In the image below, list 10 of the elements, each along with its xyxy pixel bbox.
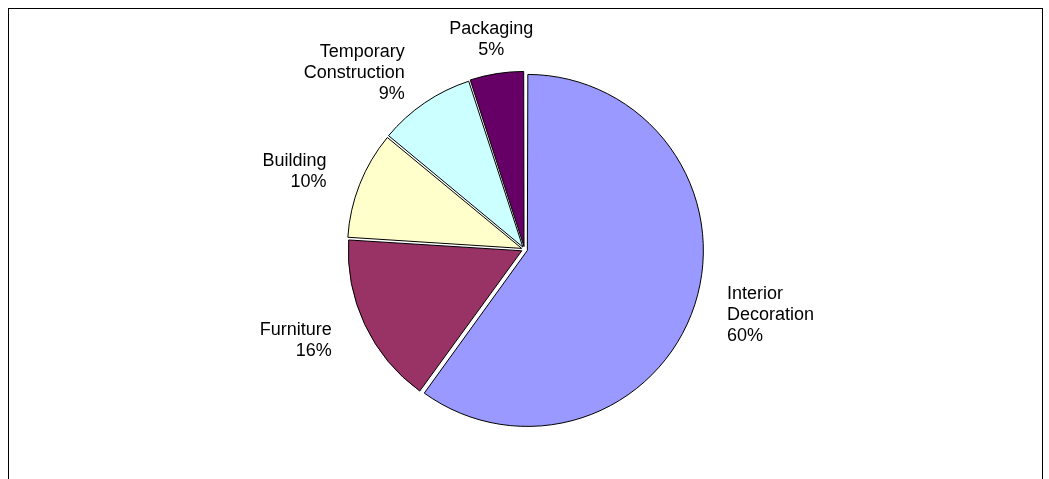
slice-label: Furniture <box>259 318 332 339</box>
data-label: 10% <box>290 170 327 191</box>
data-label: 60% <box>727 325 764 346</box>
slice-label: Temporary Construction <box>303 41 405 83</box>
data-label: 16% <box>295 339 332 360</box>
slice-label: Packaging <box>449 17 534 38</box>
data-label: 9% <box>378 83 405 104</box>
slice-label: Building <box>262 149 327 170</box>
slice-label: Interior Decoration <box>727 283 815 325</box>
data-label: 5% <box>478 38 505 59</box>
